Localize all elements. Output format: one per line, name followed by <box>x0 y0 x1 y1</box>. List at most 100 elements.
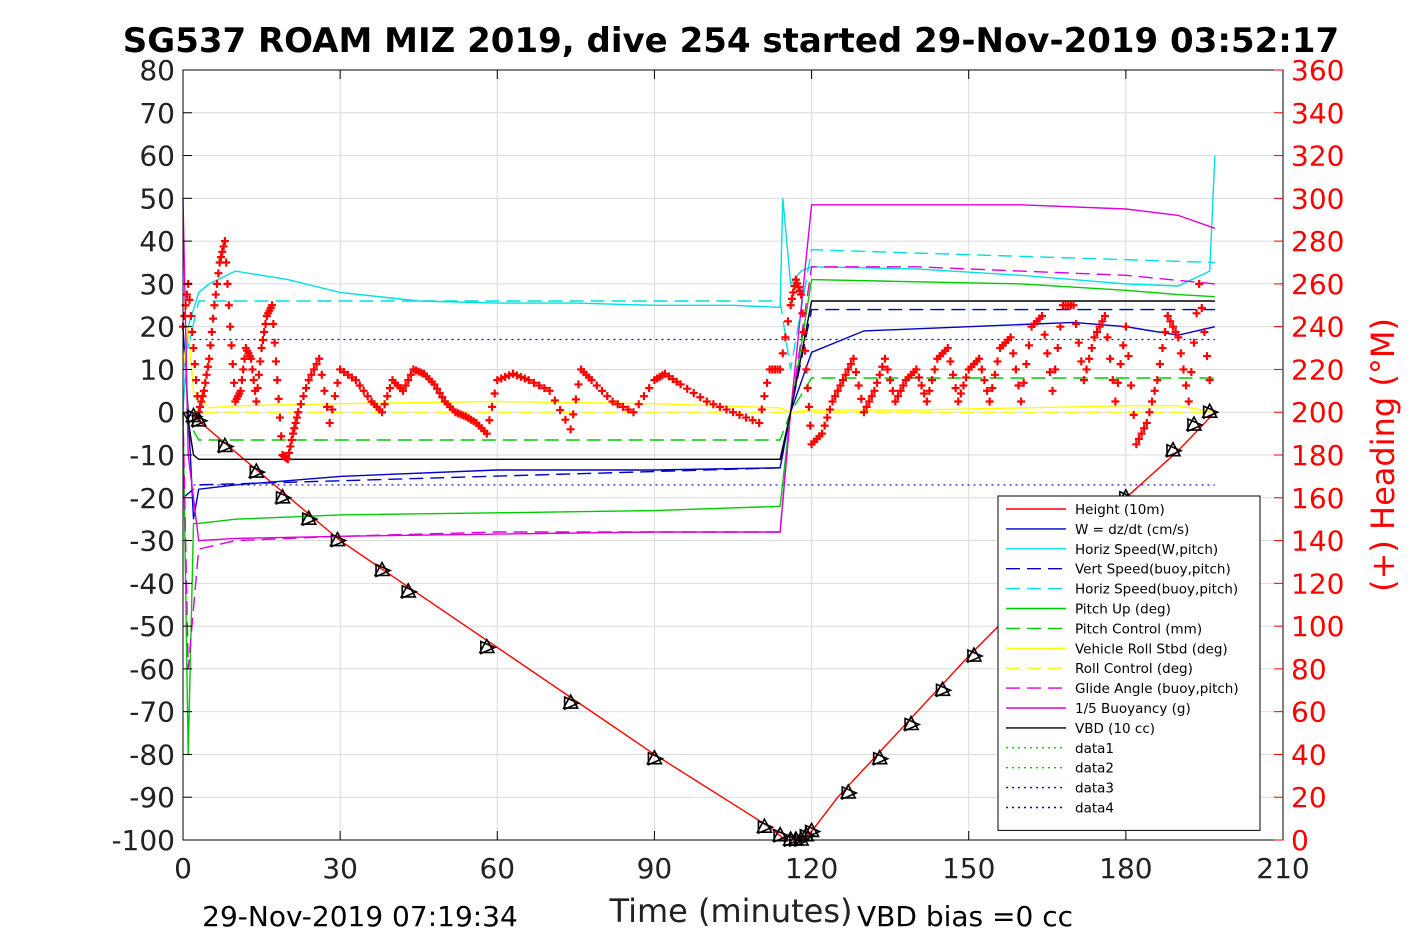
series-line <box>182 321 1216 520</box>
heading-point <box>320 386 329 395</box>
y2-tick-label: 180 <box>1291 439 1344 472</box>
legend-label: Roll Control (deg) <box>1075 661 1193 677</box>
heading-point <box>490 389 499 398</box>
y2-tick-label: 140 <box>1291 525 1344 558</box>
heading-point <box>1014 381 1023 390</box>
depth-marker <box>1166 443 1184 458</box>
heading-point <box>196 402 205 411</box>
heading-point <box>1119 341 1128 350</box>
heading-point <box>784 317 792 326</box>
heading-point <box>867 392 876 401</box>
heading-point <box>1040 330 1049 339</box>
y-tick-label: -50 <box>129 610 175 643</box>
depth-marker <box>301 511 319 527</box>
heading-point <box>1145 408 1154 417</box>
heading-point <box>823 413 832 422</box>
heading-point <box>283 455 292 464</box>
heading-point <box>988 384 997 393</box>
heading-point <box>862 402 871 411</box>
heading-point <box>1108 376 1117 385</box>
heading-point <box>894 392 902 401</box>
y2-tick-label: 40 <box>1291 738 1327 771</box>
heading-point <box>985 397 994 406</box>
heading-point <box>190 360 199 369</box>
legend-box <box>997 495 1261 831</box>
heading-point <box>1171 328 1180 337</box>
heading-point <box>870 386 879 395</box>
heading-point <box>222 258 231 267</box>
legend: Height (10m) W = dz/dt (cm/s) Horiz Speed(… <box>997 495 1261 831</box>
x-tick-label: 180 <box>1099 852 1152 885</box>
heading-point <box>252 397 261 406</box>
heading-point <box>198 392 207 401</box>
heading-point <box>1082 365 1091 374</box>
heading-point <box>1129 410 1138 419</box>
heading-point <box>888 386 897 395</box>
heading-point <box>545 386 554 395</box>
heading-point <box>943 344 952 353</box>
depth-marker <box>330 533 348 548</box>
heading-point <box>951 384 960 393</box>
y-tick-label: -10 <box>129 439 175 472</box>
heading-point <box>493 376 502 385</box>
heading-point <box>430 380 439 389</box>
heading-point <box>192 376 201 385</box>
heading-point <box>1174 333 1183 342</box>
heading-point <box>1161 328 1170 337</box>
heading-point <box>406 370 415 379</box>
heading-point <box>214 269 223 278</box>
heading-point <box>722 405 731 414</box>
heading-point <box>569 410 578 419</box>
heading-point <box>201 378 210 387</box>
x-tick-label: 210 <box>1256 852 1309 885</box>
legend-label: Height (10m) <box>1075 502 1165 518</box>
heading-point <box>587 376 596 385</box>
heading-point <box>488 402 497 411</box>
heading-point <box>307 370 316 379</box>
heading-point <box>1069 301 1078 310</box>
heading-point <box>818 429 827 438</box>
heading-point <box>1053 344 1062 353</box>
depth-marker <box>757 819 775 835</box>
heading-point <box>202 370 211 379</box>
heading-point <box>380 400 389 409</box>
heading-point <box>1148 397 1157 406</box>
heading-point <box>1019 378 1028 387</box>
heading-point <box>1079 376 1088 385</box>
heading-point <box>309 365 318 374</box>
heading-point <box>930 365 939 374</box>
y-tick-label: 40 <box>139 225 175 258</box>
x-tick-label: 30 <box>322 852 358 885</box>
heading-point <box>946 357 955 366</box>
heading-point <box>1024 341 1033 350</box>
heading-point <box>1077 357 1086 366</box>
heading-point <box>624 405 633 414</box>
heading-point <box>920 389 929 398</box>
heading-point <box>1045 368 1054 377</box>
legend-label: Vert Speed(buoy,pitch) <box>1075 562 1231 578</box>
y2-tick-label: 160 <box>1291 482 1344 515</box>
heading-point <box>505 371 514 380</box>
heading-point <box>1011 365 1020 374</box>
heading-point <box>949 370 957 379</box>
heading-point <box>189 344 198 353</box>
heading-point <box>211 290 220 299</box>
heading-point <box>836 381 845 390</box>
legend-label: data4 <box>1075 801 1114 817</box>
x-axis-label: Time (minutes) <box>609 892 853 930</box>
heading-point <box>205 354 214 363</box>
heading-point <box>1155 360 1164 369</box>
heading-point <box>404 376 413 385</box>
depth-marker <box>904 717 922 732</box>
heading-point <box>1192 309 1201 318</box>
y2-tick-label: 340 <box>1291 97 1344 130</box>
heading-point <box>317 370 326 379</box>
depth-marker <box>1187 417 1204 433</box>
heading-point <box>1158 344 1167 353</box>
heading-point <box>182 290 191 299</box>
legend-label: VBD (10 cc) <box>1075 721 1155 737</box>
depth-marker <box>935 683 953 698</box>
depth-marker <box>967 648 984 664</box>
legend-label: W = dz/dt (cm/s) <box>1075 522 1189 538</box>
depth-marker <box>249 464 267 480</box>
